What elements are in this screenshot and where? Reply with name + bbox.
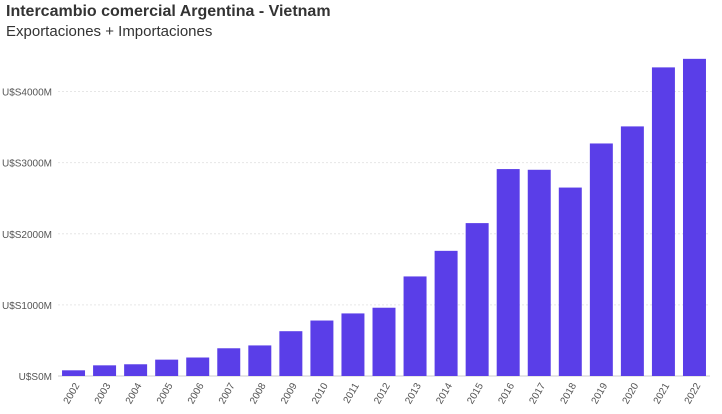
bar-2013[interactable] xyxy=(403,276,427,376)
x-tick-label: 2012 xyxy=(372,381,393,406)
x-tick-label: 2011 xyxy=(342,381,362,406)
bar-2005[interactable] xyxy=(155,359,179,376)
y-tick-label: U$S2000M xyxy=(2,230,52,241)
x-tick-label: 2007 xyxy=(217,381,238,406)
bar-2002[interactable] xyxy=(62,370,86,376)
bar-2020[interactable] xyxy=(620,126,644,377)
x-tick-label: 2022 xyxy=(683,381,704,406)
bar-2017[interactable] xyxy=(527,169,551,376)
y-tick-label: U$S3000M xyxy=(2,159,52,170)
x-tick-label: 2005 xyxy=(155,381,176,406)
x-tick-label: 2015 xyxy=(465,381,486,406)
x-tick-label: 2021 xyxy=(652,381,673,406)
x-tick-label: 2017 xyxy=(527,381,548,406)
bar-2019[interactable] xyxy=(589,143,613,376)
x-tick-label: 2008 xyxy=(248,381,269,406)
bar-2007[interactable] xyxy=(217,348,241,376)
bar-2021[interactable] xyxy=(651,67,675,376)
bar-2004[interactable] xyxy=(124,364,148,376)
x-tick-label: 2019 xyxy=(590,381,611,406)
bar-2015[interactable] xyxy=(465,223,489,376)
x-tick-label: 2003 xyxy=(93,381,114,406)
bar-2016[interactable] xyxy=(496,169,520,376)
bar-2014[interactable] xyxy=(434,250,458,376)
bar-2012[interactable] xyxy=(372,307,396,376)
x-tick-label: 2004 xyxy=(124,381,145,406)
bar-2008[interactable] xyxy=(248,345,272,376)
x-axis: 2002 2003 2004 2005 2006 2007 2008 2009 2010 2011… xyxy=(62,381,704,406)
bar-2003[interactable] xyxy=(93,365,117,376)
y-axis: U$S0M U$S1000M U$S2000M U$S3000M U$S4000M xyxy=(2,88,52,383)
bar-2011[interactable] xyxy=(341,313,365,376)
x-tick-label: 2010 xyxy=(310,381,331,406)
bars xyxy=(62,58,706,377)
bar-2010[interactable] xyxy=(310,320,334,376)
chart-title: Intercambio comercial Argentina - Vietna… xyxy=(6,3,331,20)
bar-2022[interactable] xyxy=(682,58,706,377)
x-tick-label: 2002 xyxy=(62,381,83,406)
y-tick-label: U$S1000M xyxy=(2,301,52,312)
bar-2018[interactable] xyxy=(558,187,582,376)
chart-subtitle: Exportaciones + Importaciones xyxy=(6,23,213,40)
x-tick-label: 2009 xyxy=(279,381,300,406)
bar-2009[interactable] xyxy=(279,331,303,376)
y-tick-label: U$S4000M xyxy=(2,88,52,99)
y-tick-label: U$S0M xyxy=(19,372,52,383)
chart-header: Intercambio comercial Argentina - Vietna… xyxy=(6,2,716,42)
x-tick-label: 2006 xyxy=(186,381,207,406)
bar-2006[interactable] xyxy=(186,357,210,376)
x-tick-label: 2016 xyxy=(496,381,517,406)
x-tick-label: 2014 xyxy=(434,381,455,406)
x-tick-label: 2020 xyxy=(621,381,642,406)
x-tick-label: 2013 xyxy=(403,381,424,406)
x-tick-label: 2018 xyxy=(559,381,580,406)
